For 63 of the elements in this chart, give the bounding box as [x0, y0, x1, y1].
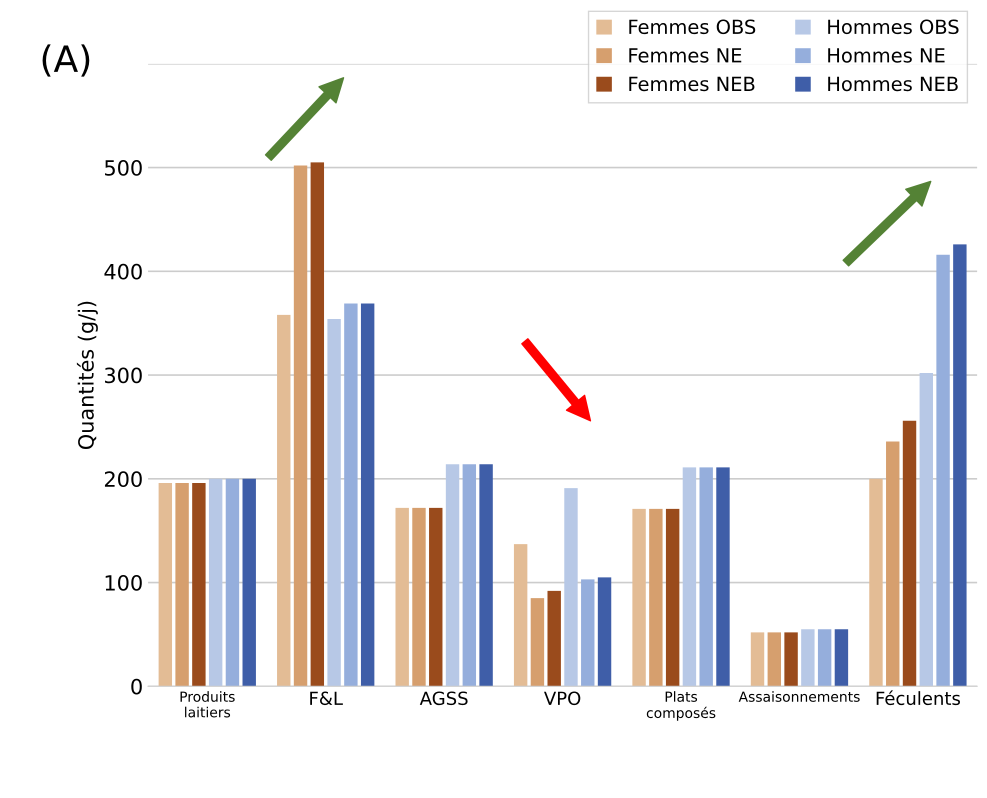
bar — [768, 632, 782, 686]
bar — [327, 319, 341, 686]
bar — [208, 478, 222, 686]
bar — [801, 629, 815, 686]
bar — [598, 577, 612, 686]
bar — [869, 478, 883, 686]
bar — [920, 372, 934, 686]
text: (A) — [42, 44, 90, 77]
bar — [242, 478, 256, 686]
legend-label: Hommes NEB — [828, 76, 958, 92]
y-axis-title: Quantités (g/j) — [76, 302, 98, 450]
x-tick-label: Féculents — [876, 690, 960, 706]
bar — [581, 579, 594, 686]
bar — [784, 632, 798, 686]
bar — [395, 508, 409, 686]
bar — [192, 482, 206, 686]
bar — [632, 508, 646, 686]
y-tick-label: 400 — [104, 264, 142, 280]
x-tick-label: AGSS — [420, 691, 468, 706]
bar — [818, 629, 832, 686]
bar — [514, 544, 528, 686]
bar — [902, 420, 916, 686]
bar — [360, 303, 374, 686]
bar — [564, 488, 578, 686]
y-tick-label: 100 — [106, 574, 142, 591]
bar — [953, 244, 967, 686]
x-tick-label: VPO — [544, 691, 580, 706]
bar — [277, 314, 290, 686]
bar — [479, 464, 493, 686]
bar — [649, 508, 663, 686]
bar — [226, 478, 240, 686]
bar — [530, 598, 544, 686]
bar — [716, 467, 730, 686]
y-tick-label: 300 — [105, 368, 142, 384]
bar — [666, 508, 680, 686]
bar — [446, 464, 460, 686]
legend-label: Hommes NE — [828, 48, 945, 63]
bar — [175, 482, 189, 686]
legend-label: Femmes NE — [629, 48, 742, 63]
x-tick-label: Produits laitiers — [180, 691, 235, 718]
bar — [344, 303, 358, 686]
y-tick-label: 0 — [131, 678, 142, 694]
bar — [699, 467, 713, 686]
bar — [682, 467, 696, 686]
y-tick-label: 500 — [105, 160, 142, 176]
bar — [412, 508, 426, 686]
x-tick-label: Plats composés — [646, 691, 716, 721]
bar — [547, 590, 561, 686]
bar — [294, 166, 308, 686]
legend-label: Femmes NEB — [629, 76, 754, 92]
legend-label: Hommes OBS — [828, 19, 959, 34]
bar — [750, 632, 764, 686]
bar — [886, 441, 900, 686]
legend-label: Femmes OBS — [629, 19, 756, 34]
bar — [310, 162, 324, 686]
bar — [158, 482, 172, 686]
bar — [936, 254, 950, 686]
x-tick-label: F&L — [310, 691, 343, 706]
bar — [462, 464, 476, 686]
y-tick-label: 200 — [104, 471, 142, 488]
bar — [834, 629, 848, 686]
bar — [429, 508, 442, 686]
x-tick-label: Assaisonnements — [738, 691, 860, 702]
